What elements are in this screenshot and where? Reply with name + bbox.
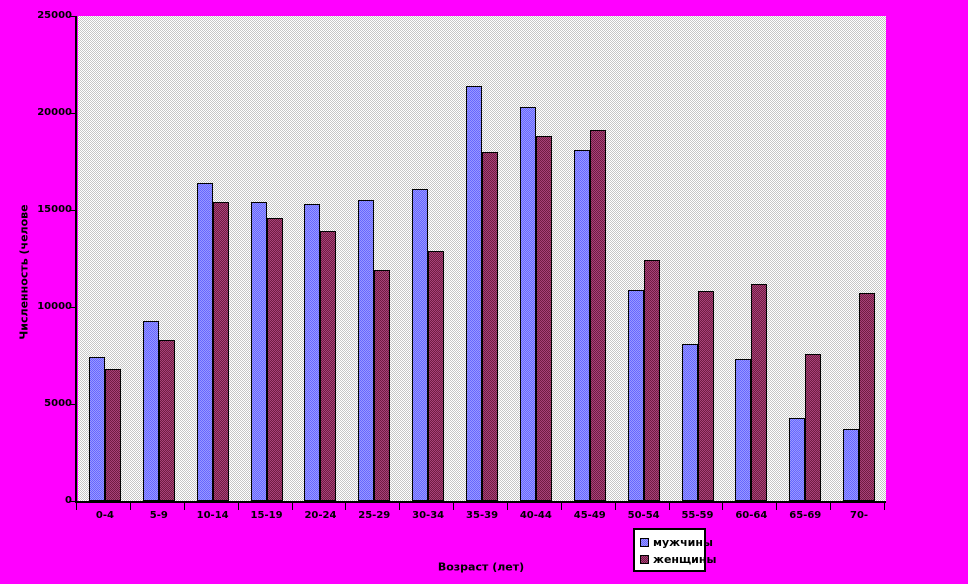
- bar-men-60-64: [735, 359, 752, 501]
- y-tick-mark: [69, 15, 75, 17]
- bar-women-45-49: [589, 130, 606, 501]
- bar-men-55-59: [681, 344, 698, 501]
- bar-men-70-: [843, 429, 860, 501]
- legend-entry-women: женщины: [640, 551, 716, 568]
- legend: мужчины женщины: [633, 528, 716, 572]
- bar-women-25-29: [374, 270, 391, 501]
- y-tick-mark: [69, 306, 75, 308]
- x-tick-mark: [345, 503, 347, 510]
- x-tick-mark: [668, 503, 670, 510]
- bar-women-5-9: [158, 340, 175, 501]
- x-category-label: 50-54: [627, 510, 660, 521]
- x-category-label: 65-69: [789, 510, 822, 521]
- x-category-label: 5-9: [149, 510, 168, 521]
- x-axis-title: Возраст (лет): [437, 560, 525, 574]
- x-tick-mark: [76, 503, 77, 510]
- bar-men-35-39: [466, 86, 482, 501]
- bar-women-0-4: [104, 369, 121, 501]
- bar-women-40-44: [535, 136, 552, 501]
- legend-label-women: женщины: [653, 553, 717, 566]
- bar-men-20-24: [304, 204, 321, 501]
- bar-men-45-49: [573, 150, 590, 501]
- x-tick-mark: [560, 503, 562, 510]
- x-category-label: 35-39: [466, 510, 499, 521]
- x-category-label: 60-64: [735, 510, 768, 521]
- bar-women-35-39: [482, 152, 498, 501]
- x-category-label: 20-24: [304, 510, 337, 521]
- bar-men-25-29: [358, 200, 375, 501]
- bar-women-50-54: [643, 260, 660, 501]
- x-tick-mark: [884, 503, 885, 510]
- y-tick-mark: [69, 403, 75, 405]
- bar-women-65-69: [805, 354, 822, 501]
- y-tick-mark: [69, 209, 75, 211]
- bar-women-70-: [859, 293, 876, 501]
- x-tick-mark: [129, 503, 131, 510]
- bar-women-20-24: [320, 231, 337, 501]
- bar-women-10-14: [212, 202, 229, 501]
- x-tick-mark: [776, 503, 778, 510]
- x-category-label: 55-59: [681, 510, 714, 521]
- x-category-label: 45-49: [573, 510, 606, 521]
- x-tick-mark: [614, 503, 616, 510]
- bar-men-10-14: [196, 183, 213, 501]
- x-category-label: 15-19: [250, 510, 283, 521]
- x-tick-mark: [722, 503, 724, 510]
- bar-men-15-19: [250, 202, 267, 501]
- x-tick-mark: [237, 503, 239, 510]
- y-tick-label: 25000: [37, 10, 72, 21]
- x-category-label: 70-: [850, 510, 869, 521]
- x-tick-mark: [399, 503, 401, 510]
- x-axis-line: [75, 501, 886, 503]
- bar-men-30-34: [412, 189, 429, 501]
- x-category-label: 0-4: [95, 510, 114, 521]
- y-tick-label: 15000: [37, 204, 72, 215]
- y-tick-label: 0: [65, 495, 72, 506]
- x-tick-mark: [506, 503, 508, 510]
- x-tick-mark: [291, 503, 293, 510]
- bar-men-0-4: [88, 357, 105, 501]
- bar-men-40-44: [519, 107, 536, 501]
- x-tick-mark: [830, 503, 832, 510]
- y-tick-mark: [69, 500, 75, 502]
- x-category-label: 30-34: [412, 510, 445, 521]
- x-category-label: 40-44: [519, 510, 552, 521]
- bar-women-60-64: [751, 284, 768, 501]
- bar-men-65-69: [789, 418, 806, 501]
- bar-women-15-19: [266, 218, 283, 501]
- y-tick-label: 5000: [44, 398, 72, 409]
- bar-women-30-34: [428, 251, 445, 501]
- men-color-swatch-icon: [640, 538, 649, 547]
- y-tick-label: 10000: [37, 301, 72, 312]
- y-axis-line: [75, 16, 77, 503]
- x-tick-mark: [453, 503, 455, 510]
- x-tick-mark: [183, 503, 185, 510]
- x-category-label: 25-29: [358, 510, 391, 521]
- women-color-swatch-icon: [640, 555, 649, 564]
- legend-entry-men: мужчины: [640, 534, 713, 551]
- bar-men-5-9: [142, 321, 159, 501]
- y-tick-mark: [69, 112, 75, 114]
- legend-label-men: мужчины: [653, 536, 713, 549]
- x-category-label: 10-14: [196, 510, 229, 521]
- y-tick-label: 20000: [37, 107, 72, 118]
- bar-men-50-54: [627, 290, 644, 501]
- y-axis-title: Численность (челове: [17, 204, 31, 340]
- bar-women-55-59: [697, 291, 714, 501]
